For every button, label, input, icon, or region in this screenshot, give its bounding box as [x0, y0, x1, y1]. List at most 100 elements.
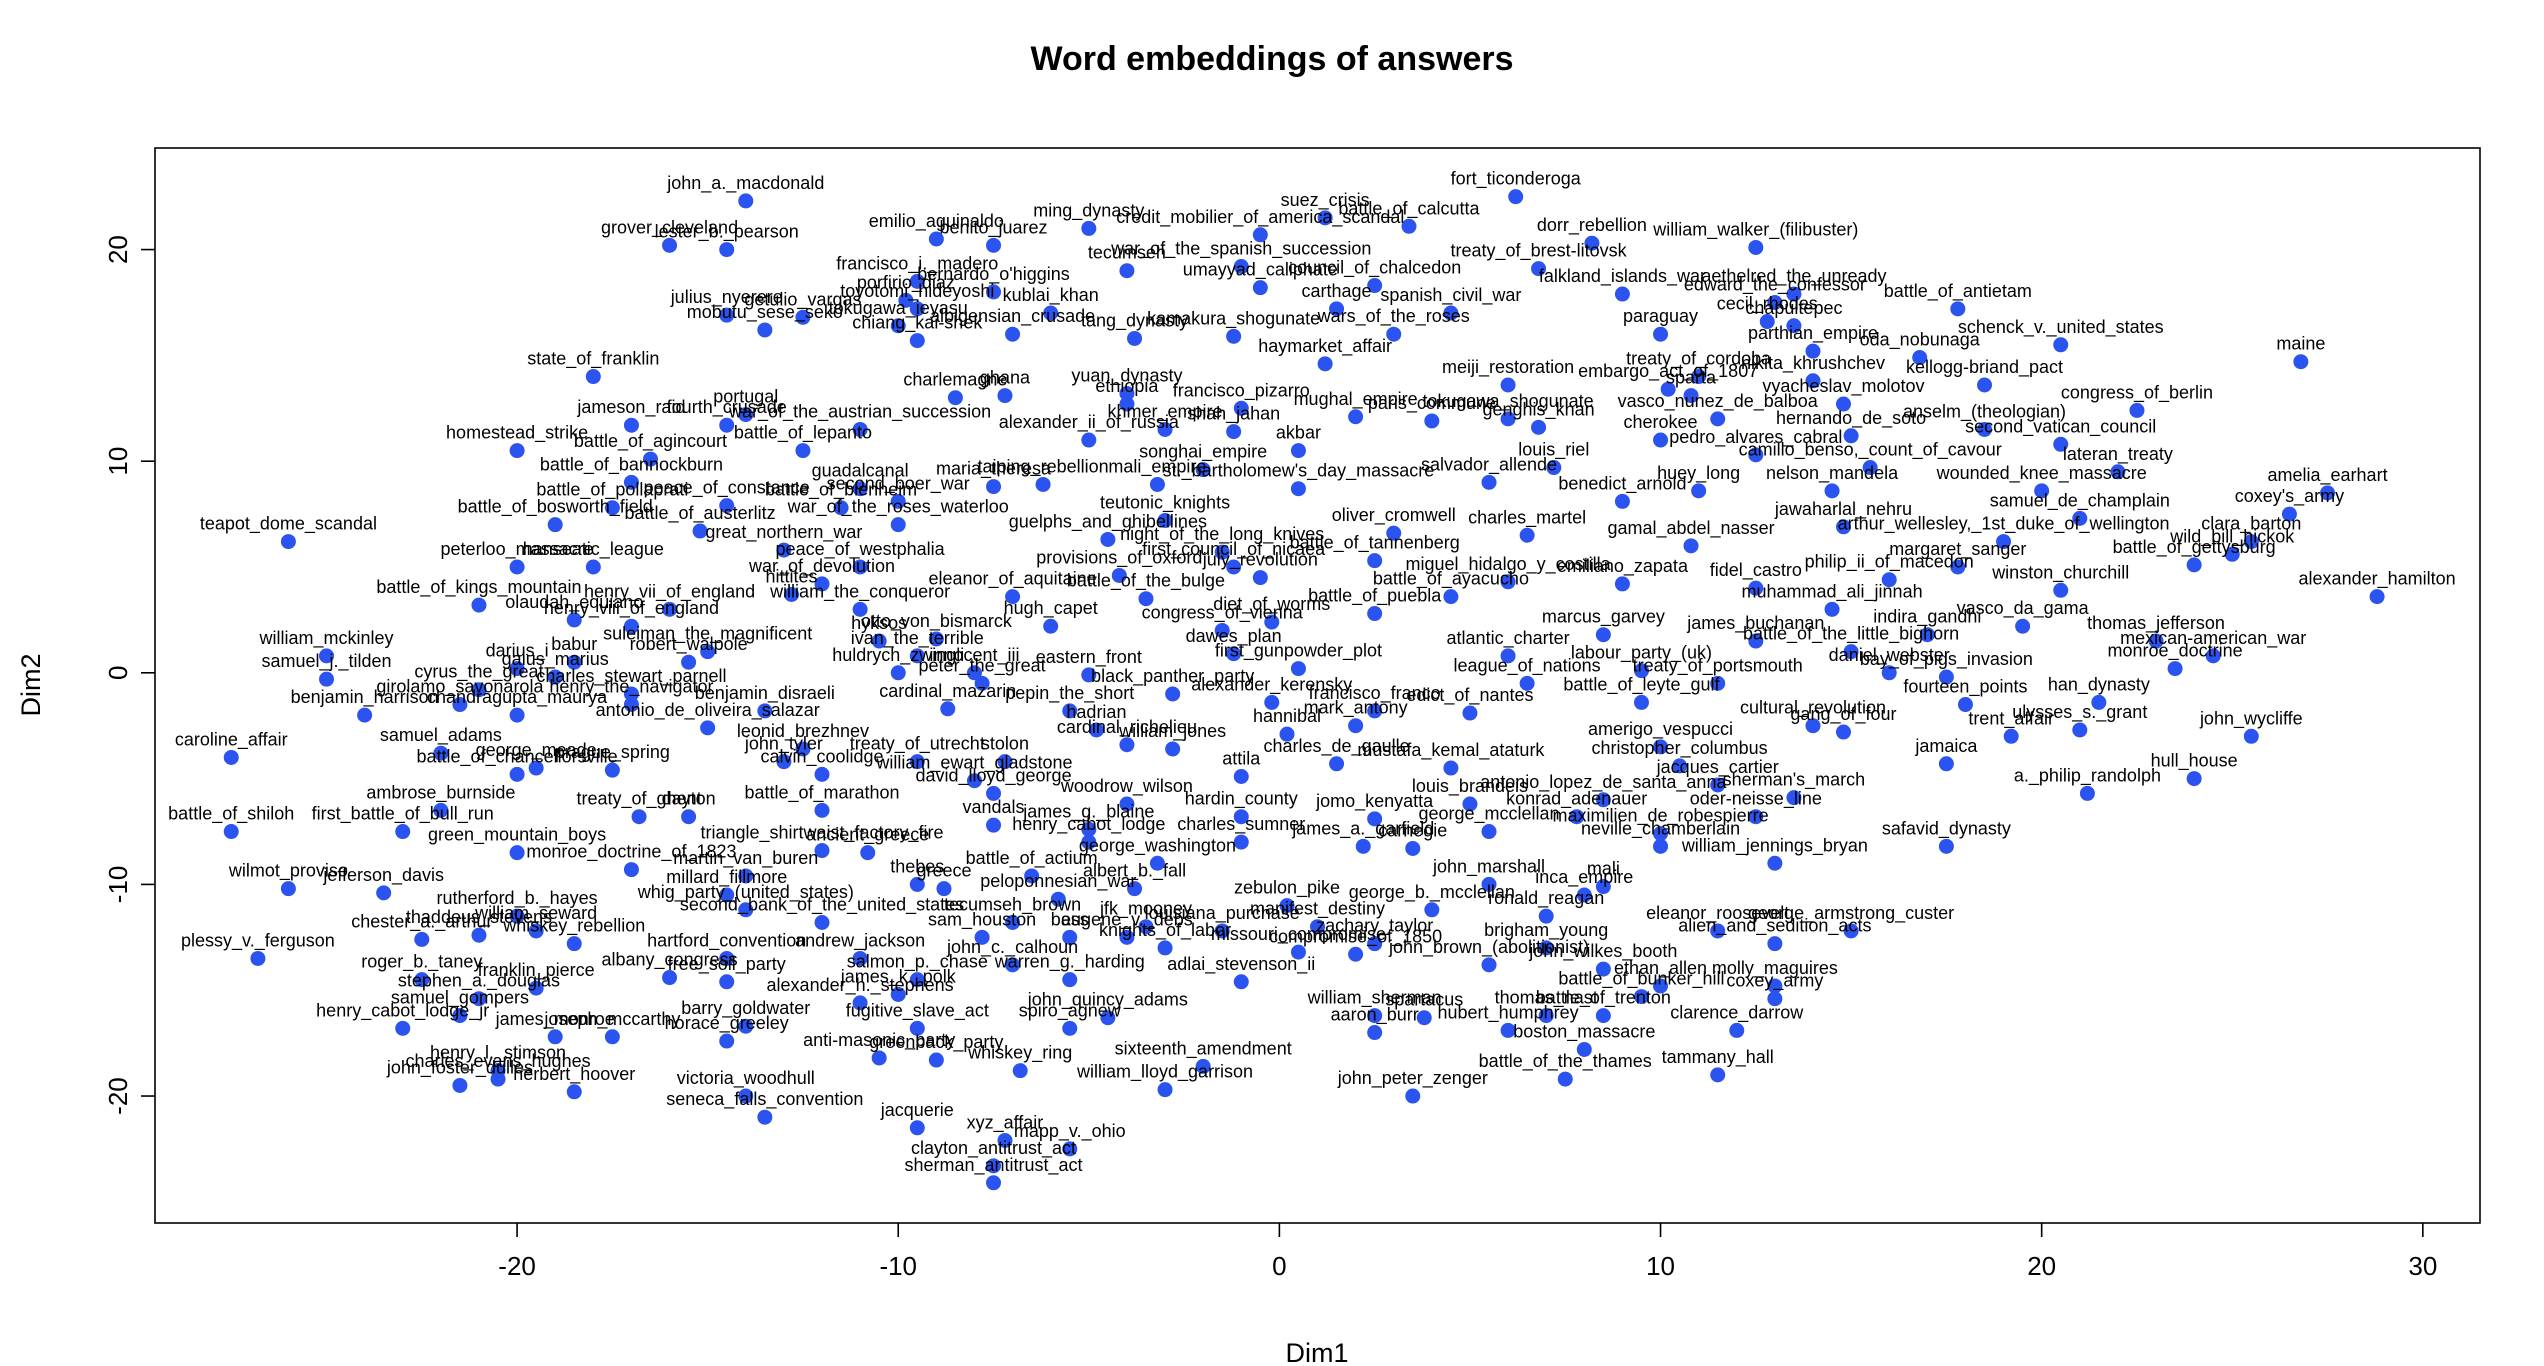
- data-point: [1767, 855, 1783, 871]
- data-point: [814, 915, 830, 931]
- data-point: [986, 284, 1002, 300]
- point-label: maine: [2276, 334, 2325, 354]
- data-point: [814, 576, 830, 592]
- point-label: peloponnesian_war: [980, 871, 1136, 892]
- data-point: [2015, 618, 2031, 634]
- point-label: vyacheslav_molotov: [1762, 376, 1924, 397]
- data-point: [1264, 694, 1280, 710]
- point-label: night_of_the_long_knives: [1120, 524, 1324, 545]
- data-point: [642, 451, 658, 467]
- data-point: [1348, 718, 1364, 734]
- point-label: seneca_falls_convention: [666, 1089, 863, 1110]
- point-label: cyrus_the_great: [414, 662, 543, 683]
- point-label: antonio_lopez_de_santa_anna: [1480, 772, 1727, 793]
- point-label: atlantic_charter: [1447, 628, 1570, 649]
- point-label: jawaharlal_nehru: [1774, 499, 1912, 520]
- data-point: [395, 1020, 411, 1036]
- point-label: battle_of_trenton: [1536, 988, 1671, 1009]
- point-label: coxey's_army: [2235, 486, 2344, 507]
- point-label: william_mckinley: [259, 628, 394, 649]
- data-point: [1165, 686, 1181, 702]
- data-point: [223, 824, 239, 840]
- point-label: hyksos: [851, 613, 907, 633]
- data-point: [966, 665, 982, 681]
- data-point: [471, 682, 487, 698]
- data-point: [566, 936, 582, 952]
- data-point: [2224, 546, 2240, 562]
- point-label: falkland_islands_war: [1539, 266, 1706, 287]
- point-label: manifest_destiny: [1250, 899, 1385, 920]
- data-point: [604, 500, 620, 516]
- point-label: meiji_restoration: [1442, 357, 1574, 378]
- point-label: dorr_rebellion: [1537, 215, 1647, 236]
- points-layer: [223, 189, 2385, 1191]
- point-label: first_battle_of_bull_run: [312, 804, 494, 825]
- point-label: war_of_devolution: [748, 556, 895, 577]
- point-label: anti-masonic_party: [803, 1030, 955, 1051]
- data-point: [1443, 760, 1459, 776]
- data-point: [852, 559, 868, 575]
- data-point: [1195, 462, 1211, 478]
- point-label: coxey_army: [1726, 971, 1823, 992]
- data-point: [2205, 648, 2221, 664]
- point-label: eleanor_roosevelt: [1646, 903, 1789, 924]
- point-label: alexander_h._stephens: [767, 975, 954, 996]
- data-point: [1653, 326, 1669, 342]
- point-label: christopher_columbus: [1592, 738, 1768, 759]
- point-label: caroline_affair: [175, 729, 288, 750]
- point-label: credit_mobilier_of_america_scandal: [1116, 207, 1404, 228]
- point-label: battle_of_bosworth_field: [458, 497, 653, 518]
- data-point: [776, 542, 792, 558]
- data-point: [280, 534, 296, 550]
- data-point: [604, 762, 620, 778]
- point-label: second_bank_of_the_united_states: [680, 895, 964, 916]
- point-label: oda_nobunaga: [1860, 329, 1981, 350]
- point-label: george_b._mcclellan: [1349, 882, 1515, 903]
- data-point: [452, 1077, 468, 1093]
- point-label: guadalcanal: [812, 461, 909, 481]
- point-label: ancient_greece: [806, 825, 929, 846]
- point-label: john_marshall: [1432, 856, 1545, 877]
- point-label: paraguay: [1623, 306, 1698, 326]
- data-point: [2167, 661, 2183, 677]
- data-point: [1576, 887, 1592, 903]
- point-label: umayyad_caliphate: [1183, 260, 1338, 281]
- data-point: [719, 242, 735, 258]
- point-label: battle_of_puebla: [1308, 586, 1442, 607]
- data-point: [1012, 1063, 1028, 1079]
- data-point: [814, 802, 830, 818]
- data-point: [2186, 557, 2202, 573]
- point-label: samuel_adams: [380, 725, 502, 746]
- point-label: indira_gandhi: [1873, 607, 1981, 628]
- data-point: [1748, 633, 1764, 649]
- data-point: [585, 369, 601, 385]
- point-label: francisco_pizarro: [1173, 380, 1310, 401]
- point-label: greece: [916, 861, 971, 881]
- data-point: [1595, 792, 1611, 808]
- point-label: yuan_dynasty: [1071, 365, 1182, 386]
- point-label: bernardo_o'higgins: [917, 264, 1070, 285]
- data-point: [250, 950, 266, 966]
- data-point: [909, 1020, 925, 1036]
- data-point: [1317, 356, 1333, 372]
- data-point: [1531, 261, 1547, 277]
- data-point: [1157, 940, 1173, 956]
- point-label: samuel_j._tilden: [261, 651, 391, 672]
- point-label: ambrose_burnside: [366, 782, 515, 803]
- point-label: henry_vii_of_england: [584, 581, 755, 602]
- data-point: [1149, 855, 1165, 871]
- data-point: [909, 754, 925, 770]
- data-point: [1938, 756, 1954, 772]
- data-point: [1912, 349, 1928, 365]
- point-label: mobutu_sese_seko: [687, 302, 843, 323]
- data-point: [1290, 944, 1306, 960]
- point-label: battle_of_bunker_hill: [1558, 969, 1724, 990]
- point-label: battle_of_the_little_bighorn: [1743, 624, 1959, 645]
- point-label: john_tyler: [744, 734, 823, 755]
- data-point: [1653, 826, 1669, 842]
- point-label: hannibal: [1253, 706, 1321, 726]
- data-point: [1233, 974, 1249, 990]
- data-point: [1584, 235, 1600, 251]
- data-point: [2369, 589, 2385, 605]
- point-label: edward_the_confessor: [1684, 274, 1866, 295]
